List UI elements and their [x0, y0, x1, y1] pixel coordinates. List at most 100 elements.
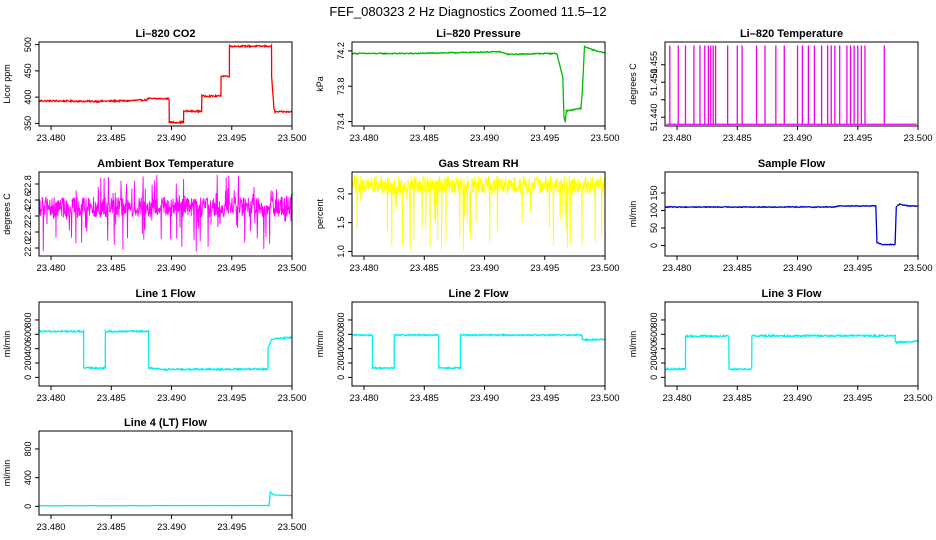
x-tick-label: 23.485	[723, 133, 752, 144]
x-tick-label: 23.480	[350, 263, 379, 274]
y-tick-label: 0	[336, 375, 346, 380]
x-tick-label: 23.500	[903, 393, 932, 404]
panel-title: Li–820 Temperature	[740, 28, 843, 40]
x-tick-label: 23.485	[97, 522, 126, 533]
x-tick-label: 23.500	[590, 263, 619, 274]
plot-frame	[351, 41, 606, 127]
series-group	[665, 333, 918, 372]
plot-frame	[664, 301, 919, 387]
x-tick-label: 23.490	[157, 263, 186, 274]
y-tick-label: 400	[23, 90, 33, 105]
x-tick-label: 23.490	[157, 133, 186, 144]
x-tick-label: 23.495	[530, 263, 559, 274]
x-tick-label: 23.480	[37, 133, 66, 144]
x-tick-label: 23.495	[217, 263, 246, 274]
panel-title: Line 2 Flow	[449, 288, 509, 300]
y-tick-label: 1.5	[336, 216, 346, 229]
y-tick-label: 400	[23, 470, 33, 485]
x-tick-label: 23.495	[530, 133, 559, 144]
panel-title: Li–820 CO2	[136, 28, 196, 40]
y-tick-label: 500	[23, 37, 33, 52]
x-tick-label: 23.490	[783, 393, 812, 404]
y-tick-label: 200	[649, 356, 659, 371]
y-tick-label: 800	[23, 312, 33, 327]
panel-title: Line 3 Flow	[762, 288, 822, 300]
panel-title: Gas Stream RH	[438, 158, 518, 170]
x-tick-label: 23.480	[663, 393, 692, 404]
plot-frame	[38, 430, 293, 516]
panel-2: Li–820 Pressure kPa 23.480 23.485 23.490 23.4…	[315, 28, 620, 144]
x-tick-label: 23.500	[277, 263, 306, 274]
panel-9: Line 3 Flow ml/min 23.480 23.485 23.490 23.49…	[628, 288, 933, 404]
panel-title: Sample Flow	[758, 158, 826, 170]
x-tick-label: 23.495	[843, 263, 872, 274]
y-axis-label: ml/min	[2, 460, 12, 487]
panel-3: Li–820 Temperature degrees C 23.480 23.485 2…	[628, 28, 933, 144]
y-tick-label: 2.0	[336, 188, 346, 201]
series-line	[39, 328, 292, 372]
x-tick-label: 23.485	[97, 133, 126, 144]
y-tick-label: 22.0	[23, 239, 33, 257]
y-axis-label: ml/min	[2, 331, 12, 358]
y-axis-label: degrees C	[2, 193, 12, 235]
y-axis-label: ml/min	[628, 331, 638, 358]
panel-10: Line 4 (LT) Flow ml/min 23.480 23.485 23.490…	[2, 417, 307, 533]
series-line	[352, 332, 605, 371]
panel-title: Line 4 (LT) Flow	[124, 417, 207, 429]
figure-title: FEF_080323 2 Hz Diagnostics Zoomed 11.5–…	[329, 4, 606, 19]
panel-8: Line 2 Flow ml/min 23.480 23.485 23.490 23.49…	[315, 288, 620, 404]
series-band	[39, 174, 292, 252]
y-tick-label: 600	[23, 327, 33, 342]
panel-7: Line 1 Flow ml/min 23.480 23.485 23.490 23.49…	[2, 288, 307, 404]
series-group	[352, 174, 605, 252]
y-tick-label: 50	[649, 223, 659, 233]
x-tick-label: 23.495	[217, 393, 246, 404]
plot-frame	[664, 171, 919, 257]
x-tick-label: 23.500	[903, 133, 932, 144]
x-tick-label: 23.495	[217, 522, 246, 533]
y-tick-label: 0	[649, 243, 659, 248]
plot-frame	[38, 171, 293, 257]
panel-title: Li–820 Pressure	[436, 28, 520, 40]
x-tick-label: 23.495	[843, 393, 872, 404]
series-group	[666, 45, 917, 125]
x-tick-label: 23.485	[97, 393, 126, 404]
x-tick-label: 23.500	[277, 393, 306, 404]
series-line	[39, 42, 292, 125]
x-tick-label: 23.500	[903, 263, 932, 274]
y-axis-label: ml/min	[315, 331, 325, 358]
series-group	[39, 42, 292, 125]
y-axis-label: ml/min	[628, 201, 638, 228]
y-axis-label: kPa	[315, 76, 325, 92]
x-tick-label: 23.490	[157, 522, 186, 533]
y-tick-label: 0	[649, 375, 659, 380]
series-band	[352, 174, 605, 252]
y-tick-label: 51.450	[649, 68, 659, 96]
x-tick-label: 23.495	[843, 133, 872, 144]
x-tick-label: 23.485	[410, 263, 439, 274]
y-tick-label: 51.440	[649, 103, 659, 131]
y-tick-label: 150	[649, 185, 659, 200]
y-tick-label: 450	[23, 63, 33, 78]
x-tick-label: 23.485	[723, 263, 752, 274]
y-tick-label: 400	[23, 341, 33, 356]
y-tick-label: 22.2	[23, 223, 33, 241]
y-tick-label: 800	[23, 441, 33, 456]
series-group	[352, 332, 605, 371]
y-tick-label: 600	[649, 327, 659, 342]
x-tick-label: 23.480	[350, 133, 379, 144]
panel-4: Ambient Box Temperature degrees C 23.480 23…	[2, 158, 307, 274]
x-tick-label: 23.500	[277, 133, 306, 144]
x-tick-label: 23.500	[277, 522, 306, 533]
plot-frame	[38, 301, 293, 387]
series-group	[39, 328, 292, 372]
x-tick-label: 23.480	[663, 263, 692, 274]
panel-1: Li–820 CO2 Licor ppm 23.480 23.485 23.490 23.…	[2, 28, 307, 144]
y-tick-label: 800	[336, 312, 346, 327]
y-tick-label: 22.4	[23, 207, 33, 225]
x-tick-label: 23.480	[37, 393, 66, 404]
x-tick-label: 23.490	[470, 263, 499, 274]
x-tick-label: 23.485	[97, 263, 126, 274]
x-tick-label: 23.480	[37, 263, 66, 274]
